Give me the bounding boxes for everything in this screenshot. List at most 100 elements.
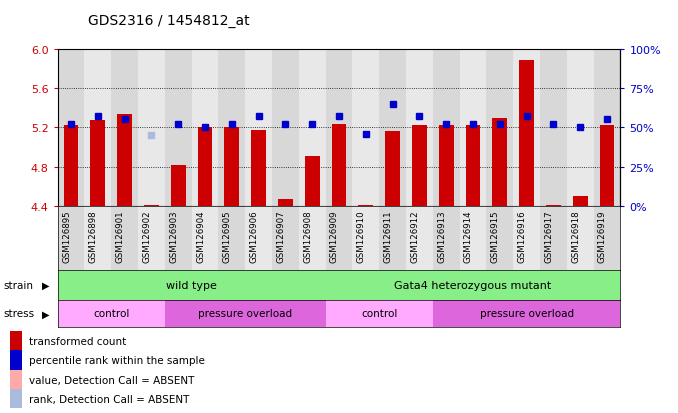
Bar — [138, 206, 165, 271]
Text: GSM126895: GSM126895 — [62, 210, 71, 262]
Bar — [10, 370, 22, 389]
Text: GSM126917: GSM126917 — [544, 210, 553, 262]
Text: rank, Detection Call = ABSENT: rank, Detection Call = ABSENT — [29, 394, 190, 404]
Bar — [85, 206, 111, 271]
Bar — [567, 206, 593, 271]
Bar — [58, 206, 85, 271]
Text: GSM126916: GSM126916 — [517, 210, 527, 262]
Bar — [111, 206, 138, 271]
Bar — [406, 206, 433, 271]
Bar — [90, 121, 105, 206]
Text: Gata4 heterozygous mutant: Gata4 heterozygous mutant — [395, 280, 552, 290]
Bar — [486, 206, 513, 271]
Text: pressure overload: pressure overload — [198, 309, 292, 319]
Bar — [171, 165, 186, 206]
Bar — [252, 131, 266, 206]
Text: stress: stress — [3, 309, 35, 319]
Bar — [198, 128, 212, 206]
Text: control: control — [361, 309, 397, 319]
Text: GSM126903: GSM126903 — [170, 210, 178, 262]
Text: ▶: ▶ — [42, 280, 49, 290]
Bar — [439, 126, 454, 206]
Bar — [58, 300, 165, 327]
Bar — [165, 206, 192, 271]
Bar — [299, 206, 325, 271]
Bar — [540, 50, 567, 206]
Bar — [406, 50, 433, 206]
Bar — [519, 62, 534, 206]
Bar — [573, 197, 588, 206]
Bar — [325, 50, 353, 206]
Bar — [117, 114, 132, 206]
Bar — [305, 157, 319, 206]
Bar — [353, 206, 379, 271]
Bar — [433, 206, 460, 271]
Bar — [165, 300, 325, 327]
Bar — [385, 132, 400, 206]
Bar — [599, 126, 614, 206]
Text: GSM126913: GSM126913 — [437, 210, 446, 262]
Text: GSM126918: GSM126918 — [571, 210, 580, 262]
Bar — [299, 50, 325, 206]
Bar — [379, 206, 406, 271]
Bar — [513, 50, 540, 206]
Bar — [58, 271, 325, 300]
Bar — [460, 50, 486, 206]
Text: GSM126905: GSM126905 — [223, 210, 232, 262]
Bar — [10, 389, 22, 408]
Bar — [138, 50, 165, 206]
Bar — [460, 206, 486, 271]
Text: GSM126911: GSM126911 — [384, 210, 393, 262]
Bar — [486, 50, 513, 206]
Bar — [433, 50, 460, 206]
Text: strain: strain — [3, 280, 33, 290]
Text: percentile rank within the sample: percentile rank within the sample — [29, 355, 205, 366]
Bar — [58, 50, 85, 206]
Bar — [245, 50, 272, 206]
Text: value, Detection Call = ABSENT: value, Detection Call = ABSENT — [29, 375, 195, 385]
Bar — [325, 206, 353, 271]
Text: GSM126910: GSM126910 — [357, 210, 366, 262]
Text: GSM126902: GSM126902 — [142, 210, 151, 262]
Bar — [272, 206, 299, 271]
Bar — [412, 126, 426, 206]
Text: control: control — [93, 309, 129, 319]
Text: GSM126915: GSM126915 — [491, 210, 500, 262]
Text: GSM126919: GSM126919 — [598, 210, 607, 262]
Bar — [593, 50, 620, 206]
Text: GSM126912: GSM126912 — [410, 210, 420, 262]
Bar — [64, 126, 79, 206]
Text: GDS2316 / 1454812_at: GDS2316 / 1454812_at — [88, 14, 250, 28]
Text: GSM126907: GSM126907 — [277, 210, 285, 262]
Text: pressure overload: pressure overload — [479, 309, 574, 319]
Bar — [567, 50, 593, 206]
Bar — [192, 206, 218, 271]
Bar — [278, 199, 293, 206]
Bar — [245, 206, 272, 271]
Bar — [513, 206, 540, 271]
Text: GSM126901: GSM126901 — [116, 210, 125, 262]
Bar — [224, 128, 239, 206]
Bar — [540, 206, 567, 271]
Bar — [192, 50, 218, 206]
Bar — [218, 206, 245, 271]
Text: ▶: ▶ — [42, 309, 49, 319]
Bar — [466, 126, 480, 206]
Text: GSM126904: GSM126904 — [196, 210, 205, 262]
Bar — [325, 271, 620, 300]
Bar — [353, 50, 379, 206]
Bar — [325, 300, 433, 327]
Bar — [433, 300, 620, 327]
Text: GSM126908: GSM126908 — [303, 210, 312, 262]
Bar — [332, 125, 346, 206]
Bar — [111, 50, 138, 206]
Text: transformed count: transformed count — [29, 336, 126, 346]
Bar — [492, 118, 507, 206]
Bar — [218, 50, 245, 206]
Text: GSM126914: GSM126914 — [464, 210, 473, 262]
Bar — [379, 50, 406, 206]
Bar — [10, 350, 22, 370]
Bar — [165, 50, 192, 206]
Bar — [85, 50, 111, 206]
Bar — [10, 331, 22, 350]
